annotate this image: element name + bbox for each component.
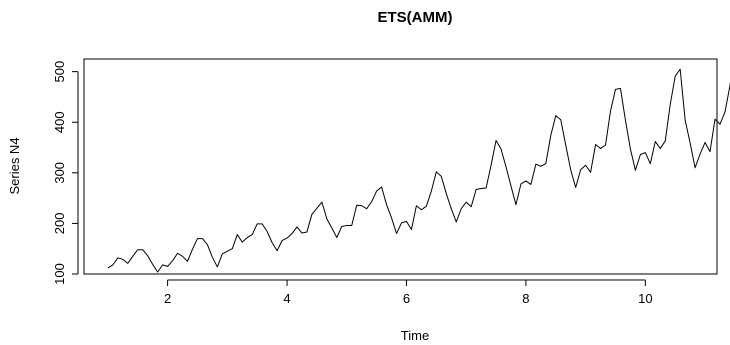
y-axis: 100 200 300 400 500 [52,61,79,285]
x-tick-label: 4 [283,291,290,306]
series-line [107,68,730,273]
x-axis-label: Time [401,328,429,343]
y-tick-label: 300 [52,162,67,184]
y-axis-label: Series N4 [7,137,22,194]
x-tick-label: 2 [164,291,171,306]
y-tick-label: 400 [52,111,67,133]
y-tick-label: 100 [52,263,67,285]
x-tick-label: 8 [522,291,529,306]
x-tick-label: 10 [638,291,652,306]
x-tick-label: 6 [403,291,410,306]
chart-title: ETS(AMM) [378,9,453,26]
y-tick-label: 500 [52,61,67,83]
plot-area [83,58,718,275]
x-axis: 2 4 6 8 10 [164,279,653,306]
y-tick-label: 200 [52,213,67,235]
